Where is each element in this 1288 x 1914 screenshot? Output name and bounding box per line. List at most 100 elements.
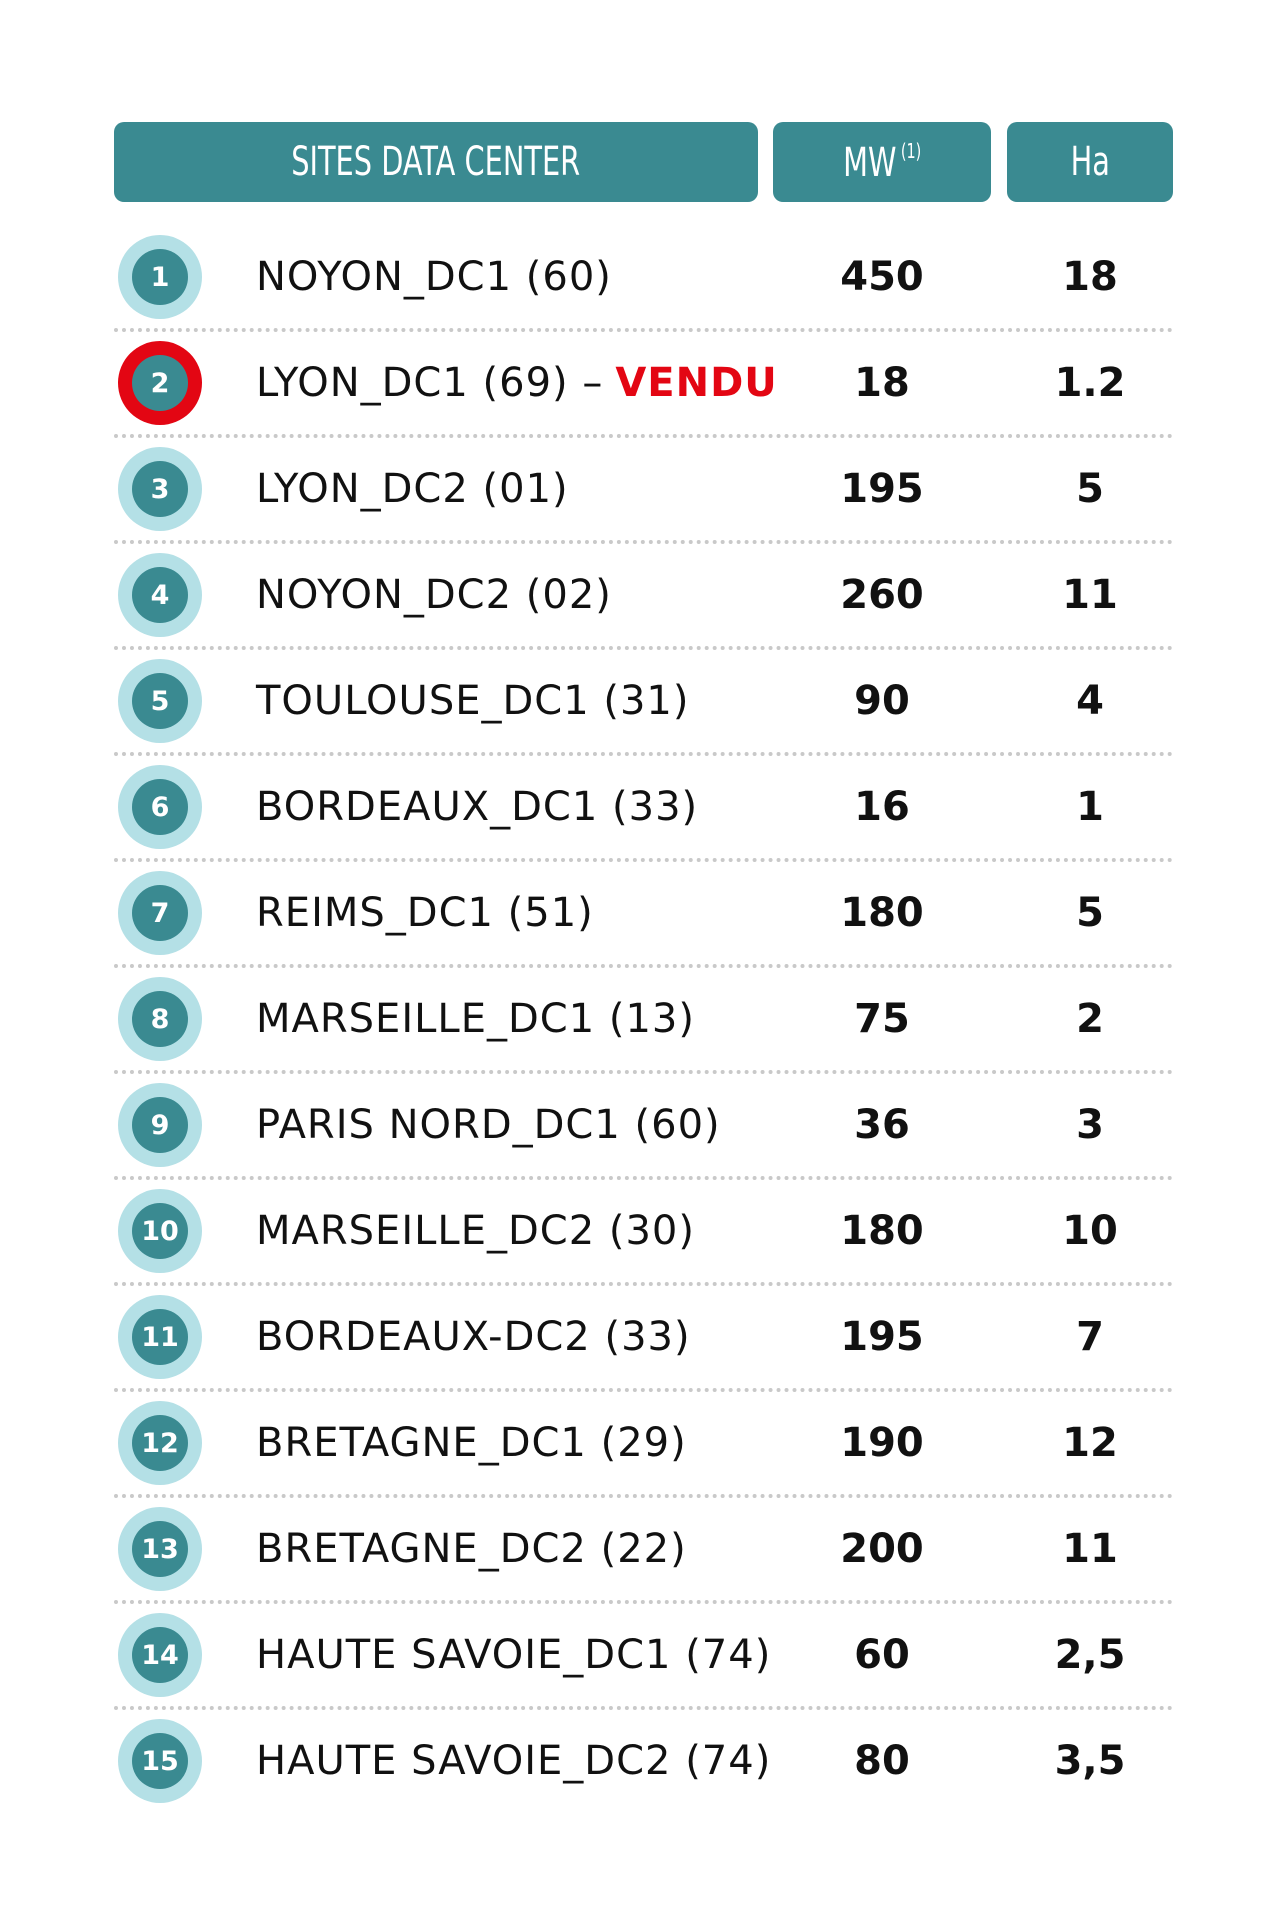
site-number: 8 xyxy=(132,991,188,1047)
site-name-cell: PARIS NORD_DC1 (60) xyxy=(256,1074,721,1176)
site-number: 4 xyxy=(132,567,188,623)
ha-value: 18 xyxy=(1062,254,1118,300)
mw-value: 16 xyxy=(854,784,910,830)
site-name-cell: BRETAGNE_DC1 (29) xyxy=(256,1392,687,1494)
mw-value: 180 xyxy=(840,1208,924,1254)
header-ha: Ha xyxy=(1007,122,1173,202)
table-row: 12 BRETAGNE_DC1 (29) 190 12 xyxy=(114,1392,1173,1498)
site-name-cell: TOULOUSE_DC1 (31) xyxy=(256,650,689,752)
header-ha-label: Ha xyxy=(1070,139,1110,185)
ha-value: 4 xyxy=(1076,678,1104,724)
site-name-cell: REIMS_DC1 (51) xyxy=(256,862,594,964)
mw-value: 36 xyxy=(854,1102,910,1148)
site-name-cell: HAUTE SAVOIE_DC2 (74) xyxy=(256,1710,771,1812)
site-name: MARSEILLE_DC2 (30) xyxy=(256,1208,695,1254)
sites-table: 1 NOYON_DC1 (60) 450 18 2 LYON_DC1 (69) – VEND… xyxy=(114,226,1173,1816)
table-row: 13 BRETAGNE_DC2 (22) 200 11 xyxy=(114,1498,1173,1604)
site-name: NOYON_DC1 (60) xyxy=(256,254,612,300)
site-name: BORDEAUX_DC1 (33) xyxy=(256,784,699,830)
site-name: HAUTE SAVOIE_DC2 (74) xyxy=(256,1738,772,1784)
site-number-badge: 12 xyxy=(118,1401,202,1485)
mw-value: 450 xyxy=(840,254,924,300)
ha-value: 11 xyxy=(1062,572,1118,618)
header-mw-label: MW (1) xyxy=(843,139,921,186)
site-number: 14 xyxy=(132,1627,188,1683)
ha-value: 3 xyxy=(1076,1102,1104,1148)
site-name-cell: LYON_DC1 (69) – VENDU xyxy=(256,332,778,434)
site-name: LYON_DC2 (01) xyxy=(256,466,569,512)
ha-value: 2,5 xyxy=(1054,1632,1126,1678)
site-number: 6 xyxy=(132,779,188,835)
table-row: 10 MARSEILLE_DC2 (30) 180 10 xyxy=(114,1180,1173,1286)
table-row: 15 HAUTE SAVOIE_DC2 (74) 80 3,5 xyxy=(114,1710,1173,1816)
site-name: HAUTE SAVOIE_DC1 (74) xyxy=(256,1632,772,1678)
site-name-cell: HAUTE SAVOIE_DC1 (74) xyxy=(256,1604,771,1706)
ha-value: 11 xyxy=(1062,1526,1118,1572)
site-number: 13 xyxy=(132,1521,188,1577)
site-number-badge: 15 xyxy=(118,1719,202,1803)
ha-value: 5 xyxy=(1076,890,1104,936)
site-name-cell: MARSEILLE_DC2 (30) xyxy=(256,1180,695,1282)
site-number: 3 xyxy=(132,461,188,517)
site-number-badge: 5 xyxy=(118,659,202,743)
mw-value: 75 xyxy=(854,996,910,1042)
site-number-badge: 7 xyxy=(118,871,202,955)
ha-value: 12 xyxy=(1062,1420,1118,1466)
table-row: 8 MARSEILLE_DC1 (13) 75 2 xyxy=(114,968,1173,1074)
header-mw: MW (1) xyxy=(773,122,991,202)
mw-value: 260 xyxy=(840,572,924,618)
mw-value: 80 xyxy=(854,1738,910,1784)
site-number: 5 xyxy=(132,673,188,729)
site-number-badge: 13 xyxy=(118,1507,202,1591)
site-name-cell: NOYON_DC2 (02) xyxy=(256,544,612,646)
site-number: 1 xyxy=(132,249,188,305)
ha-value: 2 xyxy=(1076,996,1104,1042)
sold-status-label: VENDU xyxy=(615,360,778,406)
site-name: LYON_DC1 (69) – xyxy=(256,360,604,406)
mw-value: 90 xyxy=(854,678,910,724)
site-number: 10 xyxy=(132,1203,188,1259)
ha-value: 7 xyxy=(1076,1314,1104,1360)
site-number: 12 xyxy=(132,1415,188,1471)
header-mw-text: MW xyxy=(842,139,897,186)
site-number-badge: 8 xyxy=(118,977,202,1061)
table-row: 1 NOYON_DC1 (60) 450 18 xyxy=(114,226,1173,332)
table-row: 7 REIMS_DC1 (51) 180 5 xyxy=(114,862,1173,968)
header-mw-footnote: (1) xyxy=(900,138,922,163)
site-number-badge: 14 xyxy=(118,1613,202,1697)
header-sites-data-center: SITES DATA CENTER xyxy=(114,122,758,202)
header-site-label: SITES DATA CENTER xyxy=(291,139,581,185)
site-number: 2 xyxy=(132,355,188,411)
site-name-cell: MARSEILLE_DC1 (13) xyxy=(256,968,695,1070)
site-number-badge: 9 xyxy=(118,1083,202,1167)
mw-value: 180 xyxy=(840,890,924,936)
mw-value: 195 xyxy=(840,466,924,512)
site-number: 15 xyxy=(132,1733,188,1789)
site-name: MARSEILLE_DC1 (13) xyxy=(256,996,695,1042)
mw-value: 200 xyxy=(840,1526,924,1572)
site-name: BRETAGNE_DC2 (22) xyxy=(256,1526,687,1572)
site-number-badge: 10 xyxy=(118,1189,202,1273)
site-name: REIMS_DC1 (51) xyxy=(256,890,594,936)
site-number-badge: 3 xyxy=(118,447,202,531)
site-name-cell: BORDEAUX_DC1 (33) xyxy=(256,756,698,858)
mw-value: 195 xyxy=(840,1314,924,1360)
mw-value: 18 xyxy=(854,360,910,406)
table-row: 4 NOYON_DC2 (02) 260 11 xyxy=(114,544,1173,650)
ha-value: 5 xyxy=(1076,466,1104,512)
ha-value: 1.2 xyxy=(1054,360,1126,406)
site-number: 11 xyxy=(132,1309,188,1365)
site-name-cell: NOYON_DC1 (60) xyxy=(256,226,612,328)
site-name-cell: LYON_DC2 (01) xyxy=(256,438,569,540)
ha-value: 3,5 xyxy=(1054,1738,1126,1784)
site-number-badge: 6 xyxy=(118,765,202,849)
table-row: 6 BORDEAUX_DC1 (33) 16 1 xyxy=(114,756,1173,862)
site-name-cell: BRETAGNE_DC2 (22) xyxy=(256,1498,687,1600)
site-name-cell: BORDEAUX-DC2 (33) xyxy=(256,1286,691,1388)
ha-value: 10 xyxy=(1062,1208,1118,1254)
mw-value: 60 xyxy=(854,1632,910,1678)
site-number-badge: 11 xyxy=(118,1295,202,1379)
site-number: 9 xyxy=(132,1097,188,1153)
table-row: 9 PARIS NORD_DC1 (60) 36 3 xyxy=(114,1074,1173,1180)
site-name: BRETAGNE_DC1 (29) xyxy=(256,1420,687,1466)
